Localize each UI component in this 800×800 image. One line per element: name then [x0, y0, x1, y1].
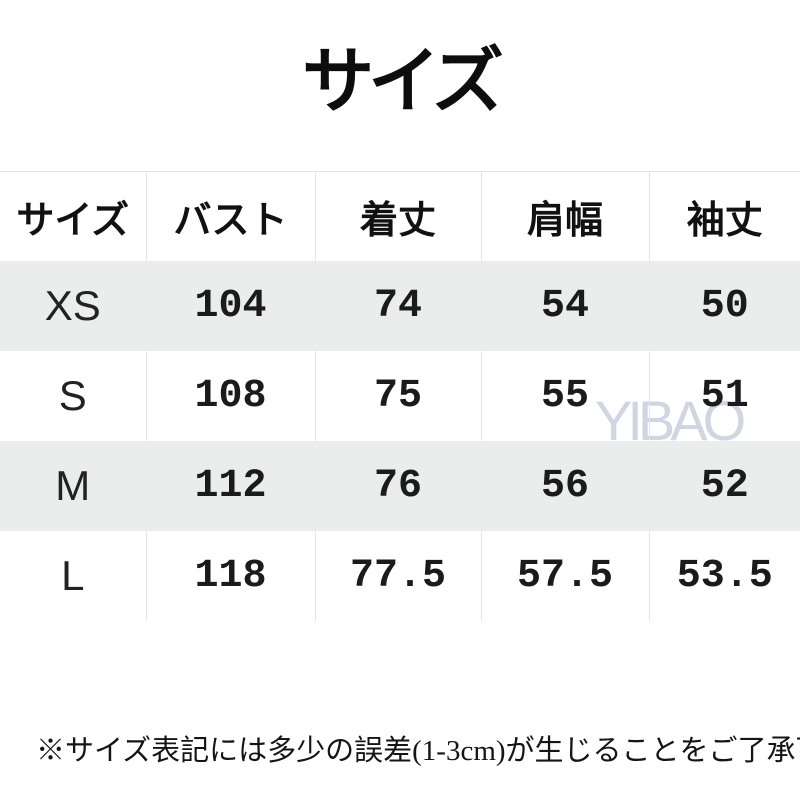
value-cell: 57.5: [481, 531, 650, 621]
table-row-m: M 112 76 56 52: [0, 441, 800, 531]
value-cell: 54: [481, 261, 650, 351]
size-cell: L: [0, 531, 147, 621]
value-cell: 51: [700, 373, 749, 419]
column-header-length: 着丈: [315, 171, 482, 261]
value-cell: 112: [146, 441, 316, 531]
value-cell: 104: [146, 261, 316, 351]
size-table-header-row: サイズ バスト 着丈 肩幅 袖丈: [0, 171, 800, 261]
disclaimer-note: ※サイズ表記には多少の誤差(1-3cm)が生じることをご了承下さい。: [36, 735, 800, 767]
value-cell: 74: [315, 261, 482, 351]
column-header-sleeve: 袖丈: [686, 200, 763, 242]
column-header-shoulder: 肩幅: [481, 171, 650, 261]
value-cell: 53.5: [676, 553, 773, 599]
value-cell: 108: [146, 351, 316, 441]
size-cell: S: [0, 351, 147, 441]
value-cell: 76: [315, 441, 482, 531]
size-chart-title: サイズ: [302, 42, 504, 122]
table-row-l: L 118 77.5 57.5 53.5: [0, 531, 800, 621]
size-table: サイズ バスト 着丈 肩幅 袖丈 XS 104 74 54 50 S 108 7…: [0, 171, 800, 621]
table-row-s: S 108 75 55 51: [0, 351, 800, 441]
value-cell: 55: [481, 351, 650, 441]
value-cell: 52: [649, 441, 800, 531]
value-cell: 75: [315, 351, 482, 441]
value-cell: 118: [146, 531, 316, 621]
size-cell: M: [0, 441, 147, 531]
value-cell: 77.5: [315, 531, 482, 621]
value-cell: 56: [481, 441, 650, 531]
table-row-xs: XS 104 74 54 50: [0, 261, 800, 351]
value-cell: 50: [649, 261, 800, 351]
column-header-size: サイズ: [0, 171, 147, 261]
column-header-bust: バスト: [146, 171, 316, 261]
size-cell: XS: [0, 261, 147, 351]
